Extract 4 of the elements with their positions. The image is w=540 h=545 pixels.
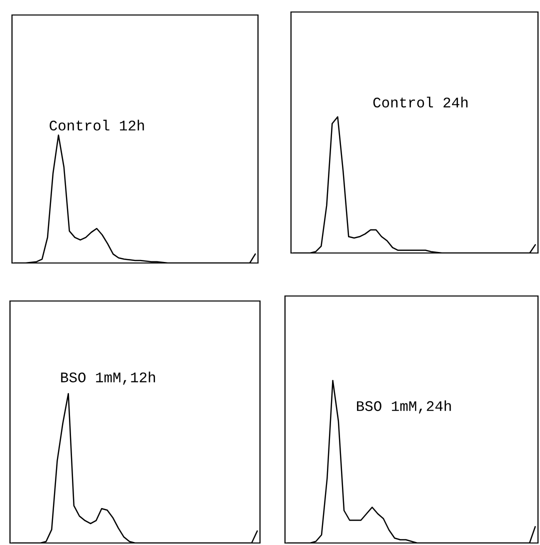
chart-title: BSO 1mM,12h (61, 372, 155, 385)
text: BSO 1mM,24h (356, 400, 451, 414)
chart-title: Control 12h (50, 120, 144, 131)
chart-title: Control 24h (373, 96, 468, 108)
